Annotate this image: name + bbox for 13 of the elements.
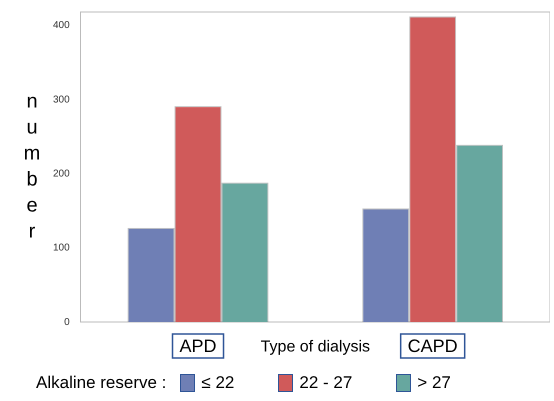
y-tick-label: 0: [64, 316, 70, 328]
legend-label: ≤ 22: [201, 373, 234, 393]
y-tick-label: 200: [52, 168, 70, 180]
x-axis-title: Type of dialysis: [260, 338, 370, 356]
y-axis-title: number: [24, 90, 40, 243]
legend-label: 22 - 27: [299, 373, 352, 393]
y-tick-label: 300: [52, 94, 70, 106]
legend-title: Alkaline reserve :: [36, 373, 166, 393]
y-tick-label: 100: [52, 242, 70, 254]
x-tick-label: CAPD: [408, 336, 458, 356]
legend-label: > 27: [417, 373, 451, 393]
y-tick-label: 400: [52, 20, 70, 32]
x-tick-label: APD: [180, 336, 217, 356]
